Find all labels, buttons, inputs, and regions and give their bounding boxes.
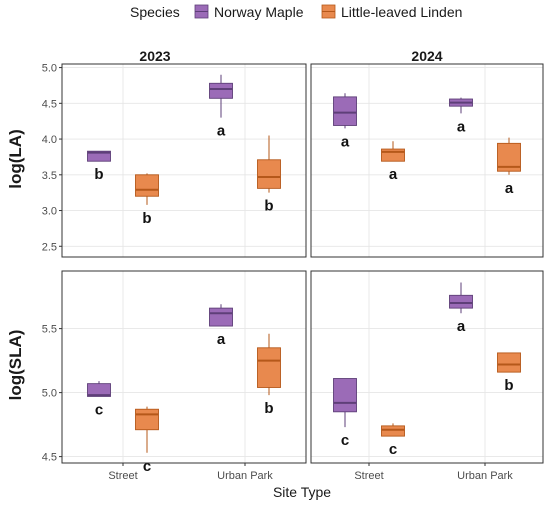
box-norway-maple-urban-park: a (209, 74, 233, 140)
box-body (209, 82, 233, 99)
panel-border (61, 63, 307, 258)
box-norway-maple-street: c (87, 381, 111, 418)
panels: b b a b 2.5 3.0 3.5 4.0 4.5 5.0 a a a a c c a b 4.5 5.0 5.5 S… (42, 63, 544, 482)
x-tick-label: Urban Park (457, 470, 513, 482)
significance-letter: b (504, 377, 513, 394)
box-body (135, 408, 159, 431)
y-tick-label: 2.5 (42, 241, 57, 253)
legend-label-norway-maple: Norway Maple (214, 4, 304, 20)
legend-label-little-leaved-linden: Little-leaved Linden (341, 4, 462, 20)
significance-letter: c (95, 401, 103, 418)
box-little-leaved-linden-street: c (381, 423, 405, 458)
box-body (497, 352, 521, 373)
legend-title: Species (130, 4, 180, 20)
box-body (257, 159, 281, 189)
panel-border (310, 63, 544, 258)
box-body (333, 378, 357, 413)
y-tick-label: 4.5 (42, 98, 57, 110)
box-little-leaved-linden-street: b (135, 173, 159, 227)
panel-log-sla-2023: c c a b 4.5 5.0 5.5 Street Urban Park (42, 270, 307, 482)
significance-letter: a (217, 331, 226, 348)
x-axis-title: Site Type (273, 484, 331, 500)
panel-log-la-2023: b b a b 2.5 3.0 3.5 4.0 4.5 5.0 (42, 63, 307, 258)
box-body (87, 150, 111, 162)
significance-letter: a (505, 180, 514, 197)
significance-letter: b (94, 166, 103, 183)
panel-border (310, 270, 544, 464)
box-little-leaved-linden-urban-park: a (497, 137, 521, 197)
significance-letter: c (389, 441, 397, 458)
box-body (135, 174, 159, 197)
box-body (333, 96, 357, 126)
box-body (257, 347, 281, 388)
box-little-leaved-linden-street: a (381, 141, 405, 183)
panel-log-sla-2024: c c a b Street Urban Park (310, 270, 544, 482)
significance-letter: c (341, 432, 349, 449)
box-body (449, 294, 473, 309)
y-tick-label: 4.5 (42, 452, 57, 464)
y-tick-label: 5.0 (42, 388, 57, 400)
y-axis-title-log-sla: log(SLA) (6, 330, 25, 401)
box-body (381, 148, 405, 162)
significance-letter: a (457, 318, 466, 335)
box-body (87, 383, 111, 397)
box-body (497, 142, 521, 172)
box-little-leaved-linden-urban-park: b (497, 352, 521, 394)
significance-letter: a (457, 118, 466, 135)
y-axis-title-log-la: log(LA) (6, 129, 25, 188)
y-tick-label: 5.5 (42, 324, 57, 336)
box-norway-maple-urban-park: a (449, 282, 473, 335)
panel-border (61, 270, 307, 464)
box-norway-maple-urban-park: a (449, 97, 473, 135)
panel-log-la-2024: a a a a (310, 63, 544, 258)
legend: Species Norway Maple Little-leaved Linde… (130, 4, 462, 20)
y-tick-label: 3.5 (42, 170, 57, 182)
significance-letter: b (142, 210, 151, 227)
box-norway-maple-street: b (87, 150, 111, 183)
significance-letter: b (264, 400, 273, 417)
significance-letter: a (389, 166, 398, 183)
box-little-leaved-linden-urban-park: b (257, 135, 281, 215)
x-tick-label: Street (108, 470, 137, 482)
column-title-2024: 2024 (411, 48, 442, 64)
y-tick-label: 5.0 (42, 63, 57, 75)
box-little-leaved-linden-urban-park: b (257, 333, 281, 417)
significance-letter: c (143, 458, 151, 475)
y-tick-label: 3.0 (42, 206, 57, 218)
box-norway-maple-street: c (333, 378, 357, 449)
significance-letter: a (217, 123, 226, 140)
y-tick-label: 4.0 (42, 134, 57, 146)
x-tick-label: Urban Park (217, 470, 273, 482)
x-tick-label: Street (354, 470, 383, 482)
box-norway-maple-urban-park: a (209, 304, 233, 348)
significance-letter: b (264, 198, 273, 215)
box-norway-maple-street: a (333, 93, 357, 150)
significance-letter: a (341, 133, 350, 150)
column-title-2023: 2023 (139, 48, 170, 64)
box-body (209, 307, 233, 327)
box-body (381, 425, 405, 437)
box-little-leaved-linden-street: c (135, 406, 159, 475)
